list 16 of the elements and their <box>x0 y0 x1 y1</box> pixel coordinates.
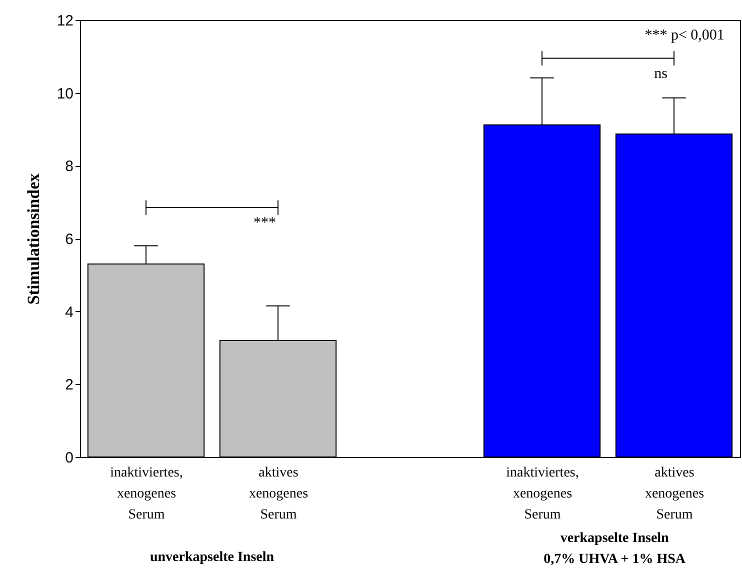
x-tick-label: aktives xenogenes Serum <box>248 466 308 522</box>
y-tick-label: 4 <box>65 304 74 321</box>
y-tick-label: 12 <box>56 12 74 30</box>
y-tick-label: 2 <box>65 376 74 394</box>
y-tick-label: 0 <box>65 450 74 466</box>
y-tick-label: 8 <box>65 158 74 176</box>
y-axis-title: Stimulationsindex <box>24 172 43 305</box>
annotation: *** p< 0,001 <box>644 28 724 44</box>
y-tick-label: 10 <box>56 85 74 102</box>
y-tick-label: 6 <box>65 231 74 248</box>
x-tick-label: inaktiviertes, xenogenes Serum <box>110 466 183 522</box>
annotation: *** <box>254 215 276 232</box>
x-tick-label: aktives xenogenes Serum <box>644 466 704 522</box>
annotation: ns <box>654 66 668 82</box>
text: unverkapselte Inseln <box>148 549 276 567</box>
text: verkapselte Inseln 0,7% UHVA + 1% HSA <box>542 530 687 569</box>
